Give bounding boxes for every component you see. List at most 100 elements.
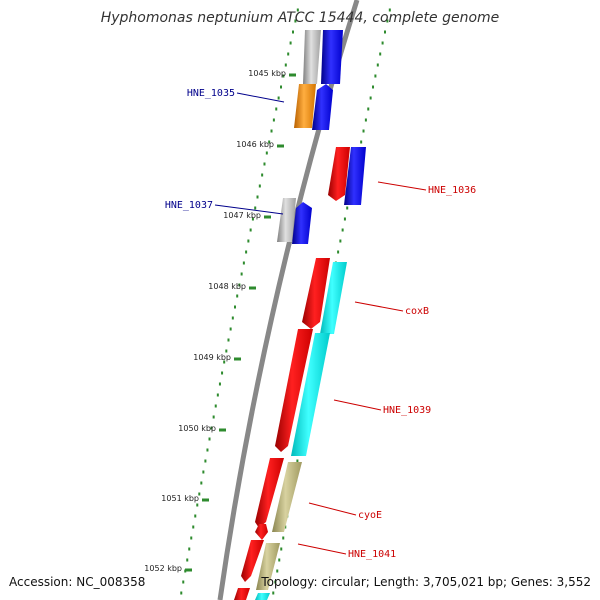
outer-ring-dot [383,30,386,34]
outer-ring-dot [369,96,372,100]
gene-label-leader [377,181,427,191]
gene-track [234,30,366,600]
inner-ring-dot [287,52,290,56]
inner-ring-dot [231,316,234,320]
inner-ring-dot [182,580,185,584]
inner-ring-dot [214,404,217,408]
outer-ring-dot [379,52,382,56]
gene-label-leader [354,301,404,312]
gene-box-blue [312,84,333,130]
kbp-label: 1045 kbp [248,69,286,78]
gene-box-khaki [256,543,280,590]
inner-ring-dot [242,261,245,265]
outer-ring-dot [374,74,377,78]
kbp-label: 1048 kbp [208,282,246,291]
gene-labels: HNE_1035 HNE_1037 HNE_1036 coxB HNE_1039 cyoE… [165,88,476,560]
gene-label-leader [333,399,382,411]
gene-box-cyan [291,333,330,456]
topology-text: Topology: circular; Length: 3,705,021 bp… [260,575,591,589]
inner-ring-dot [268,140,271,144]
outer-ring-dot [341,228,344,232]
inner-ring-dot [254,206,257,210]
kbp-tick [264,215,271,219]
outer-ring-dot [364,118,367,122]
kbp-tick [185,568,192,572]
kbp-tick [249,286,256,290]
outer-ring-dot [343,217,346,221]
outer-ring-dot [376,63,379,67]
gene-box-red [234,588,250,600]
genome-title: Hyphomonas neptunium ATCC 15444, complet… [101,10,500,26]
gene-box-cyan [255,593,270,600]
outer-ring-dot [367,107,370,111]
gene-box-blue [321,30,343,84]
accession-text: Accession: NC_008358 [9,575,145,589]
inner-ring-dot [251,217,254,221]
inner-ring-dot [196,503,199,507]
kbp-label: 1051 kbp [161,494,199,503]
inner-ring-dot [296,8,299,12]
gene-label-leader [214,204,284,215]
outer-ring-dot [362,129,365,133]
inner-ring-dot [198,492,201,496]
inner-ring-dot [256,195,259,199]
kbp-ticks: 1045 kbp 1046 kbp 1047 kbp 1048 kbp 1049 kbp… [144,69,296,573]
inner-ring-dot [227,338,230,342]
inner-ring-dot [289,41,292,45]
inner-ring-dot [229,327,232,331]
inner-ring-dot [247,239,250,243]
outer-ring-dot [346,206,349,210]
kbp-label: 1047 kbp [223,211,261,220]
kbp-tick [234,357,241,361]
gene-label-leader [236,92,285,103]
inner-ring-dot [218,382,221,386]
inner-ring-dot [234,305,237,309]
gene-box-khaki [272,462,302,532]
gene-label: HNE_1041 [348,549,396,560]
gene-box-blue [292,202,312,244]
inner-ring-dot [263,162,266,166]
kbp-label: 1052 kbp [144,564,182,573]
gene-label: HNE_1035 [187,88,235,99]
inner-ring-dot [277,96,280,100]
gene-box-red [255,458,284,528]
kbp-tick [202,498,209,502]
inner-ring-dot [225,349,228,353]
inner-ring-dot [200,481,203,485]
gene-label: HNE_1036 [428,185,476,196]
kbp-tick [219,428,226,432]
outer-ring-dot [372,85,375,89]
gene-box-red [275,329,313,452]
inner-ring-dot [186,558,189,562]
inner-ring-dot [258,184,261,188]
outer-ring-dot [278,558,281,562]
outer-ring-dot [274,580,277,584]
gene-label: HNE_1039 [383,405,431,416]
inner-ring-dot [261,173,264,177]
inner-ring-dot [221,371,224,375]
inner-dotted-ring [180,8,299,595]
gene-box-cyan [320,262,347,334]
inner-ring-dot [265,151,268,155]
inner-ring-dot [280,85,283,89]
kbp-label: 1046 kbp [236,140,274,149]
gene-label: cyoE [358,510,382,521]
inner-ring-dot [236,294,239,298]
kbp-tick [277,144,284,148]
gene-box-blue [344,147,366,205]
gene-box-red [328,147,350,201]
inner-ring-dot [190,536,193,540]
inner-ring-dot [245,250,248,254]
inner-ring-dot [240,272,243,276]
outer-ring-dot [296,459,299,463]
inner-ring-dot [194,514,197,518]
inner-ring-dot [212,415,215,419]
inner-ring-dot [284,63,287,67]
inner-ring-dot [238,283,241,287]
gene-box-red [255,524,268,540]
gene-label-leader [308,502,357,516]
outer-ring-dot [360,140,363,144]
inner-ring-dot [210,426,213,430]
outer-ring-dot [276,569,279,573]
